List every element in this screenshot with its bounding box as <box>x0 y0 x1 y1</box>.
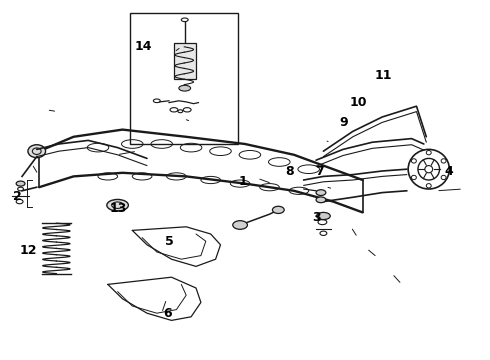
Text: 9: 9 <box>339 116 348 129</box>
Bar <box>130 13 238 144</box>
Text: 2: 2 <box>13 190 22 203</box>
Text: 5: 5 <box>165 235 174 248</box>
Ellipse shape <box>107 199 128 211</box>
Text: 12: 12 <box>19 244 37 257</box>
Ellipse shape <box>233 221 247 229</box>
Text: 6: 6 <box>163 307 172 320</box>
Text: 7: 7 <box>315 165 323 177</box>
Ellipse shape <box>272 206 284 213</box>
Text: 8: 8 <box>285 165 294 177</box>
Ellipse shape <box>316 197 326 203</box>
Text: 4: 4 <box>444 165 453 177</box>
Ellipse shape <box>317 212 330 220</box>
Text: 3: 3 <box>312 211 321 224</box>
Ellipse shape <box>28 145 46 158</box>
Ellipse shape <box>316 190 326 195</box>
Text: 11: 11 <box>374 69 392 82</box>
Text: 13: 13 <box>110 202 127 215</box>
Bar <box>174 43 196 79</box>
Text: 1: 1 <box>239 175 247 188</box>
Ellipse shape <box>179 85 191 91</box>
Ellipse shape <box>16 181 25 186</box>
Text: 10: 10 <box>350 96 368 109</box>
Text: 14: 14 <box>134 40 152 53</box>
